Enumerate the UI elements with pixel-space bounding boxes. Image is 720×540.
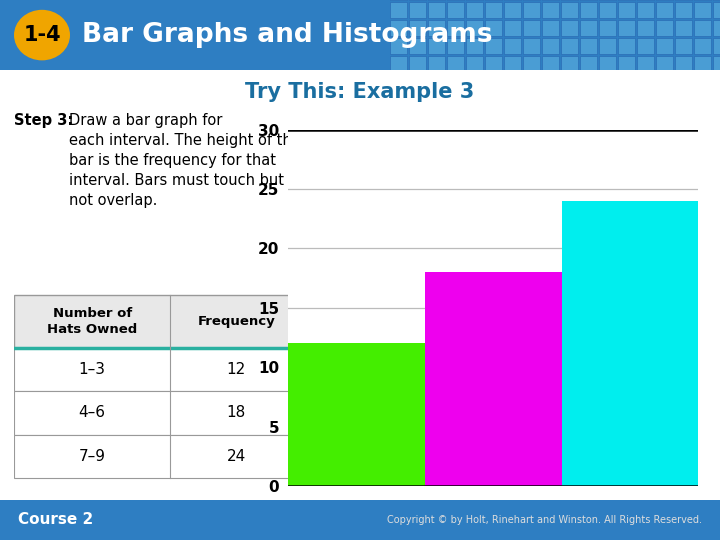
Bar <box>428 20 445 36</box>
Bar <box>485 20 502 36</box>
Text: Step 3:: Step 3: <box>14 113 73 129</box>
Text: 24: 24 <box>227 449 246 464</box>
Bar <box>580 38 597 54</box>
Bar <box>694 38 711 54</box>
Bar <box>504 20 521 36</box>
Text: 1-4: 1-4 <box>23 25 60 45</box>
Bar <box>561 2 578 18</box>
Bar <box>637 20 654 36</box>
Bar <box>675 2 692 18</box>
Bar <box>656 20 673 36</box>
Bar <box>523 38 540 54</box>
Bar <box>428 56 445 72</box>
Bar <box>14 295 302 348</box>
Bar <box>523 2 540 18</box>
Bar <box>694 2 711 18</box>
Bar <box>599 38 616 54</box>
Bar <box>694 20 711 36</box>
Bar <box>562 201 698 486</box>
Bar <box>713 20 720 36</box>
Bar <box>542 56 559 72</box>
Bar <box>580 56 597 72</box>
Text: Frequency: Frequency <box>197 315 275 328</box>
Bar <box>675 38 692 54</box>
Text: Course 2: Course 2 <box>18 512 94 527</box>
Bar <box>656 2 673 18</box>
Text: 1–3: 1–3 <box>78 362 106 377</box>
Bar <box>694 56 711 72</box>
Bar <box>542 20 559 36</box>
Bar <box>599 20 616 36</box>
Text: 18: 18 <box>227 406 246 421</box>
Bar <box>409 2 426 18</box>
Text: Try This: Example 3: Try This: Example 3 <box>246 82 474 102</box>
Bar <box>447 2 464 18</box>
Bar <box>447 38 464 54</box>
Bar <box>409 38 426 54</box>
Bar <box>561 38 578 54</box>
Bar <box>656 38 673 54</box>
Bar <box>713 38 720 54</box>
Bar <box>637 38 654 54</box>
Bar <box>485 38 502 54</box>
Bar <box>466 38 483 54</box>
Text: 12: 12 <box>227 362 246 377</box>
Bar <box>390 56 407 72</box>
Bar <box>542 38 559 54</box>
Bar <box>390 38 407 54</box>
Bar <box>523 56 540 72</box>
Bar <box>580 2 597 18</box>
Bar <box>713 2 720 18</box>
Text: Number of
Hats Owned: Number of Hats Owned <box>47 307 138 336</box>
Bar <box>409 20 426 36</box>
Bar <box>523 20 540 36</box>
Bar <box>14 348 302 391</box>
Bar <box>618 56 635 72</box>
Bar <box>561 20 578 36</box>
Bar <box>504 56 521 72</box>
Bar <box>288 343 425 486</box>
Text: Copyright © by Holt, Rinehart and Winston. All Rights Reserved.: Copyright © by Holt, Rinehart and Winsto… <box>387 515 702 525</box>
Ellipse shape <box>14 10 70 60</box>
Text: 4–6: 4–6 <box>78 406 106 421</box>
Bar <box>466 2 483 18</box>
Bar <box>504 2 521 18</box>
Bar <box>618 38 635 54</box>
Bar <box>618 20 635 36</box>
Bar <box>599 56 616 72</box>
Bar <box>542 2 559 18</box>
Bar <box>428 38 445 54</box>
Bar <box>466 20 483 36</box>
Bar <box>504 38 521 54</box>
Bar <box>466 56 483 72</box>
Bar <box>618 2 635 18</box>
Bar <box>580 20 597 36</box>
Bar <box>485 56 502 72</box>
Text: 7–9: 7–9 <box>78 449 106 464</box>
Bar <box>390 20 407 36</box>
Bar <box>409 56 426 72</box>
Bar <box>675 20 692 36</box>
Bar <box>428 2 445 18</box>
Bar <box>485 2 502 18</box>
Text: Draw a bar graph for
each interval. The height of the
bar is the frequency for t: Draw a bar graph for each interval. The … <box>69 113 301 207</box>
Bar <box>637 56 654 72</box>
Bar <box>713 56 720 72</box>
Text: Bar Graphs and Histograms: Bar Graphs and Histograms <box>82 22 492 48</box>
Bar <box>561 56 578 72</box>
Bar <box>599 2 616 18</box>
Bar <box>425 272 562 486</box>
Bar <box>14 391 302 435</box>
Bar <box>447 20 464 36</box>
Bar <box>390 2 407 18</box>
Bar <box>447 56 464 72</box>
Bar <box>656 56 673 72</box>
Bar <box>675 56 692 72</box>
Bar <box>14 435 302 478</box>
Bar <box>637 2 654 18</box>
